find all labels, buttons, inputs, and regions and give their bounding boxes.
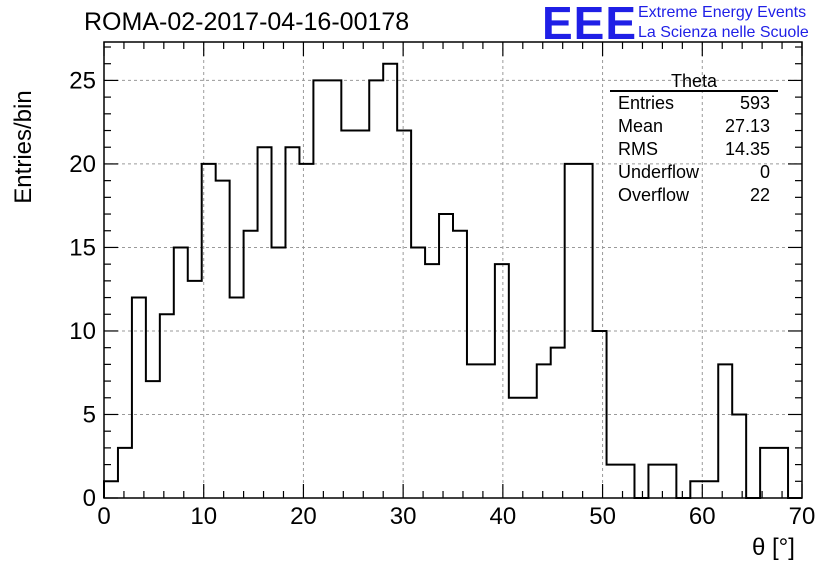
histogram-bin [188, 281, 202, 498]
run-title: ROMA-02-2017-04-16-00178 [84, 8, 410, 36]
histogram-bin [258, 147, 272, 498]
histogram-bin [244, 231, 258, 498]
x-tick-label: 50 [589, 503, 616, 530]
x-tick-labels: 0 10 20 30 40 50 60 70 [97, 503, 815, 530]
x-tick-label: 40 [490, 503, 517, 530]
histogram-bin [481, 364, 495, 498]
x-tick-label: 10 [190, 503, 217, 530]
histogram-bin [523, 398, 537, 498]
histogram-bin [718, 364, 732, 498]
stat-label: Entries [618, 93, 675, 113]
histogram-bin [118, 448, 132, 498]
y-tick-label: 5 [83, 401, 96, 428]
x-axis-label: θ [°] [752, 534, 795, 561]
histogram-bin [537, 364, 551, 498]
histogram-bin [453, 231, 467, 498]
histogram-bin [509, 398, 523, 498]
histogram-bin [299, 164, 313, 498]
stat-value: 27.13 [724, 116, 770, 136]
y-tick-label: 25 [69, 67, 96, 94]
histogram-bin [704, 481, 718, 498]
y-tick-label: 20 [69, 151, 96, 178]
histogram-bin [425, 264, 439, 498]
histogram-bin [411, 247, 425, 498]
histogram-bin [160, 314, 174, 498]
histogram-bin [467, 364, 481, 498]
stat-label: Underflow [618, 162, 700, 182]
histogram-bin [648, 465, 662, 498]
x-tick-label: 70 [789, 503, 816, 530]
stat-value: 0 [759, 162, 770, 182]
histogram-bin [774, 448, 788, 498]
grid-lines [104, 42, 802, 498]
x-tick-label: 30 [390, 503, 417, 530]
histogram-bin [397, 131, 411, 498]
stat-row-overflow: Overflow 22 [610, 184, 778, 207]
stat-row-underflow: Underflow 0 [610, 161, 778, 184]
histogram-bin [216, 181, 230, 498]
y-tick-label: 0 [83, 485, 96, 512]
histogram-bin [551, 348, 565, 498]
y-axis-label-text: Entries/bin [10, 90, 37, 204]
histogram-bin [341, 131, 355, 498]
stats-box: Theta Entries 593 Mean 27.13 RMS 14.35 U… [610, 72, 778, 207]
stat-label: Mean [618, 116, 664, 136]
histogram-bin [327, 80, 341, 498]
stat-label: RMS [618, 139, 658, 159]
histogram-bin [230, 298, 244, 498]
y-tick-label: 10 [69, 318, 96, 345]
histogram-bin [285, 147, 299, 498]
x-tick-label: 0 [97, 503, 110, 530]
histogram-bin [174, 247, 188, 498]
y-tick-label: 15 [69, 234, 96, 261]
axis-ticks [103, 42, 803, 499]
logo-line-2: La Scienza nelle Scuole [638, 24, 809, 41]
eee-logo: EEE [542, 0, 638, 49]
histogram-bin [439, 214, 453, 498]
histogram-bin [104, 481, 118, 498]
histogram-bin [272, 247, 286, 498]
histogram-bin [369, 80, 383, 498]
stat-value: 593 [739, 93, 770, 113]
histogram-bin [760, 448, 774, 498]
stat-row-rms: RMS 14.35 [610, 138, 778, 161]
stats-title: Theta [610, 72, 778, 92]
stat-value: 22 [749, 185, 770, 205]
y-tick-labels: 0 5 10 15 20 25 [69, 67, 96, 512]
histogram-bin [146, 381, 160, 498]
histogram-bin [132, 298, 146, 498]
histogram-outline [103, 62, 802, 499]
stat-row-entries: Entries 593 [610, 92, 778, 115]
stat-label: Overflow [618, 185, 690, 205]
histogram-bin [313, 80, 327, 498]
histogram-bin [383, 64, 397, 498]
logo-line-1: Extreme Energy Events [638, 4, 807, 21]
histogram-bin [732, 414, 746, 498]
plot-frame [103, 41, 803, 499]
histogram-bins [103, 62, 802, 499]
histogram-bin [355, 131, 369, 498]
stat-value: 14.35 [724, 139, 770, 159]
y-axis-label: Entries/bin [6, 90, 42, 203]
histogram-bin [607, 465, 621, 498]
histogram-bin [662, 465, 676, 498]
x-tick-label: 20 [290, 503, 317, 530]
histogram-bin [495, 264, 509, 498]
x-tick-label: 60 [689, 503, 716, 530]
stat-row-mean: Mean 27.13 [610, 115, 778, 138]
